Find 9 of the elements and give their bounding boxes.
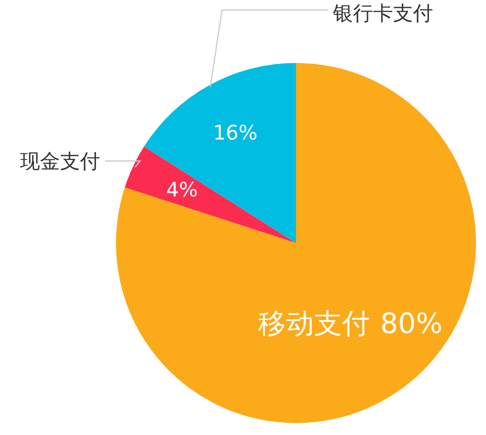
pie-slice: [144, 63, 296, 243]
data-label: 4%: [166, 177, 198, 202]
slice-label: 移动支付: [258, 307, 370, 340]
pie-slice: [124, 146, 296, 243]
pie-slice: [116, 63, 476, 423]
data-label: 16%: [213, 120, 258, 145]
slice-label: 银行卡支付: [332, 1, 433, 25]
data-label: 80%: [380, 307, 442, 340]
slice-label: 现金支付: [20, 149, 100, 173]
